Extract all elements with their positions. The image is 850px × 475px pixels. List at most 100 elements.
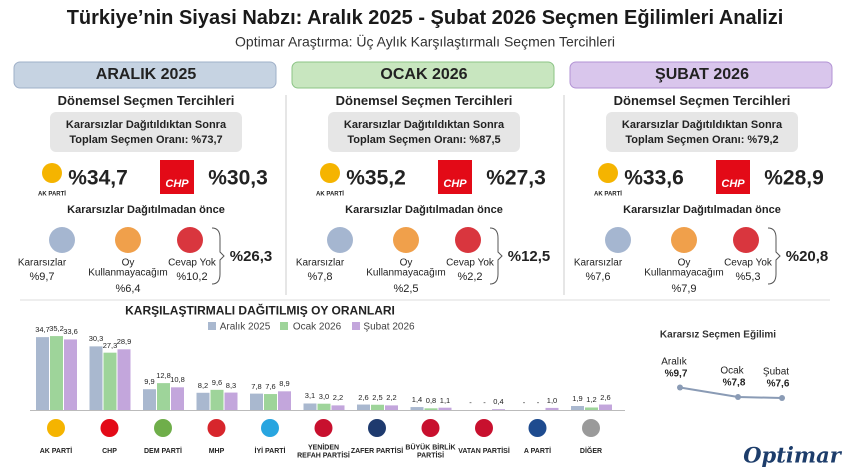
item-value: %7,8 [307,270,333,283]
total-value: %20,8 [785,247,829,265]
subtitle: Optimar Araştırma: Üç Aylık Karşılaştırm… [235,33,615,50]
item-label: Kararsızlar [295,257,345,269]
brand-logo: Optimar [743,442,841,468]
ak-logo [320,163,340,183]
bar-value-label: 1,0 [546,395,558,405]
bar [278,391,291,410]
x-tick-label: MHP [208,448,225,456]
item-label: Oy [399,257,413,269]
info-line: Toplam Seçmen Oranı: %79,2 [625,133,779,146]
item-label: Cevap Yok [724,257,772,269]
bar [303,403,317,410]
chart-title: Kararsız Seçmen Eğilimi [659,329,777,341]
bar [64,339,77,410]
section-title: Dönemsel Seçmen Tercihleri [613,92,791,108]
item-label: Kullanmayacağım [366,267,446,279]
bar [103,352,117,410]
ak-value: %33,6 [624,166,684,190]
item-label: Kullanmayacağım [644,267,724,279]
bar-value-label: 30,3 [88,334,104,344]
chp-logo-text: CHP [721,177,745,190]
ak-logo-text: AK PARTİ [316,191,344,198]
party-icon [368,419,386,437]
bar-value-label: 9,6 [211,377,223,387]
bar-value-label: 10,8 [170,375,185,385]
bar-value-label: 1,1 [439,395,451,405]
bar-value-label: 2,2 [386,393,397,403]
item-icon [455,227,481,253]
item-value: %9,7 [29,270,55,283]
ak-logo-text: AK PARTİ [594,191,622,198]
bar [331,405,345,410]
bar [438,407,452,410]
item-icon [733,227,759,253]
point-value: %9,7 [664,368,688,379]
bar [585,407,598,410]
bar [143,389,156,410]
total-value: %26,3 [229,247,273,265]
bar [424,408,438,410]
x-tick-label: DEM PARTİ [144,448,182,456]
bar [196,392,210,410]
info-line: Toplam Seçmen Oranı: %73,7 [69,133,223,146]
chp-value: %27,3 [486,166,546,190]
info-box [50,112,242,152]
bar [599,404,612,410]
item-label: Cevap Yok [168,257,216,269]
bar [157,383,170,410]
undecided-title: Kararsızlar Dağıtılmadan önce [345,203,503,216]
bracket [767,227,781,285]
party-icon [261,419,279,437]
bar [385,405,398,410]
chp-value: %28,9 [764,166,824,190]
item-icon [177,227,203,253]
bar-value-label: 34,7 [35,325,50,334]
chp-logo [160,160,194,194]
bar-value-label: 2,2 [332,393,344,403]
bar-value-label: 3,0 [318,391,330,401]
line-point [677,384,683,391]
party-icon [314,419,333,437]
item-value: %7,9 [671,282,697,295]
item-label: Kullanmayacağım [88,267,168,279]
section-title: Dönemsel Seçmen Tercihleri [57,92,235,108]
party-icon [100,419,119,437]
undecided-title: Kararsızlar Dağıtılmadan önce [623,203,781,216]
bar-value-label: 1,4 [411,394,423,404]
bar [410,407,424,410]
party-icon [154,419,172,437]
item-label: Oy [121,257,135,269]
bar-value-label: 0,8 [425,396,437,406]
bar-value-label: 1,2 [586,395,597,405]
period-header-text: OCAK 2026 [380,66,468,84]
ak-logo [42,163,62,183]
bracket [211,227,225,285]
bar-value-label: 2,6 [358,392,369,402]
item-label: Cevap Yok [446,257,494,269]
point-value: %7,6 [766,378,790,390]
bar-value-label: 33,6 [63,327,78,337]
x-tick-label: CHP [102,448,117,456]
bar [545,407,559,410]
chp-value: %30,3 [208,166,268,190]
legend-swatch [280,322,288,330]
bar-value-label: 35,2 [49,323,64,333]
line-point [735,394,741,400]
bar [50,336,63,410]
total-value: %12,5 [507,247,551,265]
bracket [489,227,503,285]
item-value: %5,3 [735,270,761,283]
period-header-text: ARALIK 2025 [95,66,197,84]
info-line: Kararsızlar Dağıtıldıktan Sonra [621,118,783,131]
item-icon [49,227,75,253]
party-icon [528,419,547,437]
section-title: Dönemsel Seçmen Tercihleri [335,92,513,108]
bar-value-label: 8,9 [279,379,290,389]
bar [210,389,224,410]
chp-logo [438,160,472,194]
party-icon [582,419,600,437]
period-header [13,61,277,89]
item-icon [115,227,141,253]
party-icon [421,419,440,437]
